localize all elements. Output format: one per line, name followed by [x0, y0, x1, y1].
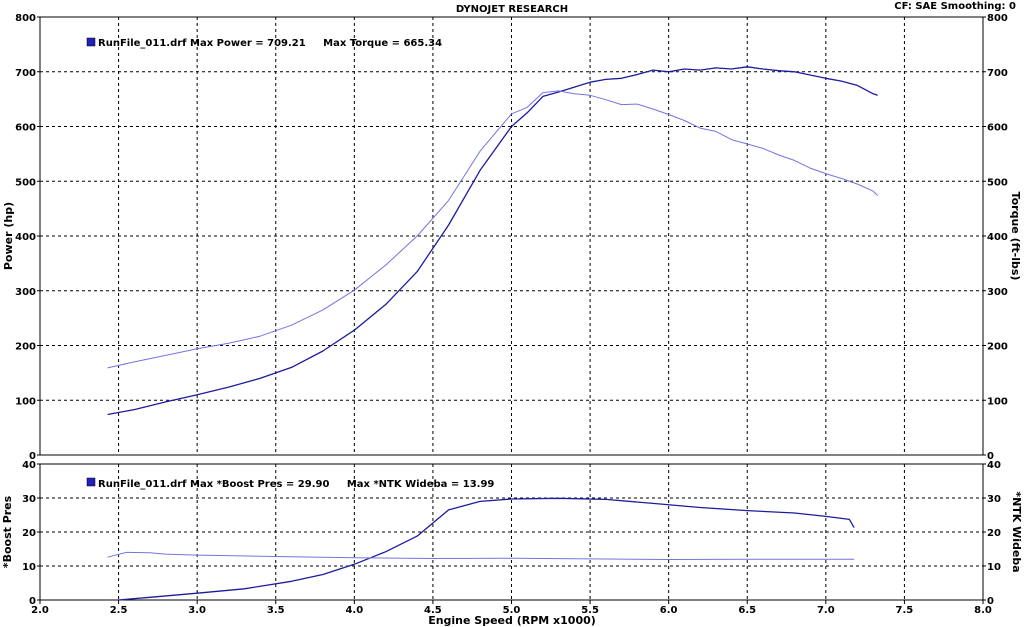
boost-afr-legend: RunFile_011.drf Max *Boost Pres = 29.90 …	[98, 479, 494, 490]
x-tick-label: 4.0	[345, 605, 363, 616]
y-tick-label-right: 20	[987, 528, 1001, 539]
y-tick-label-right: 800	[987, 13, 1008, 24]
y-tick-label-left: 100	[15, 396, 36, 407]
afr-axis-ticks: 0 10 20 30 40	[983, 460, 1001, 607]
torque-ft-lbs-line	[107, 90, 879, 369]
rpm-axis-ticks: 2.0 2.5 3.0 3.5 4.0 4.5 5.0 5.5 6.0 6.5 7.0 7.5 8.0	[31, 600, 992, 616]
y-tick-label-right: 700	[987, 68, 1008, 79]
x-tick-label: 3.5	[267, 605, 285, 616]
x-tick-label: 3.0	[188, 605, 206, 616]
x-tick-label: 6.0	[660, 605, 678, 616]
chart-title: DYNOJET RESEARCH	[456, 4, 568, 15]
x-tick-label: 7.0	[817, 605, 835, 616]
power-legend-swatch	[86, 37, 96, 47]
y-tick-label-right: 40	[987, 460, 1001, 471]
x-tick-label: 4.5	[424, 605, 442, 616]
y-tick-label-left: 10	[22, 562, 36, 573]
y-tick-label-right: 10	[987, 562, 1001, 573]
boost-legend-swatch	[86, 477, 96, 487]
boost-afr-grid	[40, 464, 983, 600]
ntk-wideba-line	[107, 551, 855, 560]
afr-axis-label: *NTK Wideba	[1010, 491, 1023, 572]
boost-axis-label: *Boost Pres	[1, 495, 14, 568]
y-tick-label-left: 0	[29, 596, 36, 607]
y-tick-label-left: 20	[22, 528, 36, 539]
y-tick-label-left: 40	[22, 460, 36, 471]
x-tick-label: 2.5	[110, 605, 128, 616]
y-tick-label-left: 200	[15, 342, 36, 353]
y-tick-label-right: 200	[987, 342, 1008, 353]
x-tick-label: 7.5	[896, 605, 914, 616]
torque-axis-ticks: 0 100 200 300 400 500 600 700 800	[983, 13, 1008, 462]
boost-afr-lines	[107, 497, 855, 601]
y-tick-label-right: 400	[987, 232, 1008, 243]
y-tick-label-right: 600	[987, 123, 1008, 134]
torque-axis-label: Torque (ft-lbs)	[1009, 192, 1022, 281]
y-tick-label-left: 800	[15, 13, 36, 24]
power-torque-lines	[107, 66, 879, 416]
x-tick-label: 5.5	[581, 605, 599, 616]
power-torque-grid	[40, 17, 983, 455]
x-tick-label: 2.0	[31, 605, 49, 616]
boost-pres-line	[118, 497, 855, 601]
y-tick-label-left: 300	[15, 287, 36, 298]
y-tick-label-left: 600	[15, 123, 36, 134]
y-tick-label-left: 0	[29, 451, 36, 462]
y-tick-label-right: 0	[987, 596, 994, 607]
boost-afr-panel: 0 10 20 30 40 0 10 20 30 40 2.0 2.5 3.0 3.5 4.0 4.5 5.…	[1, 460, 1023, 627]
x-tick-label: 5.0	[503, 605, 521, 616]
boost-axis-ticks: 0 10 20 30 40	[22, 460, 40, 607]
x-tick-label: 8.0	[974, 605, 992, 616]
y-tick-label-right: 500	[987, 177, 1008, 188]
y-tick-label-left: 400	[15, 232, 36, 243]
power-axis-label: Power (hp)	[2, 202, 15, 270]
rpm-axis-label: Engine Speed (RPM x1000)	[428, 614, 596, 627]
y-tick-label-right: 0	[987, 451, 994, 462]
power-torque-legend: RunFile_011.drf Max Power = 709.21 Max T…	[98, 38, 442, 49]
y-tick-label-left: 700	[15, 68, 36, 79]
power-hp-line	[107, 66, 878, 416]
x-tick-label: 6.5	[738, 605, 756, 616]
power-torque-panel: 0 100 200 300 400 500 600 700 800 0 100 200 300 400 5…	[2, 13, 1022, 462]
y-tick-label-right: 30	[987, 494, 1001, 505]
y-tick-label-right: 100	[987, 396, 1008, 407]
y-tick-label-left: 500	[15, 177, 36, 188]
power-axis-ticks: 0 100 200 300 400 500 600 700 800	[15, 13, 40, 462]
settings-status: CF: SAE Smoothing: 0	[894, 1, 1016, 12]
y-tick-label-right: 300	[987, 287, 1008, 298]
y-tick-label-left: 30	[22, 494, 36, 505]
